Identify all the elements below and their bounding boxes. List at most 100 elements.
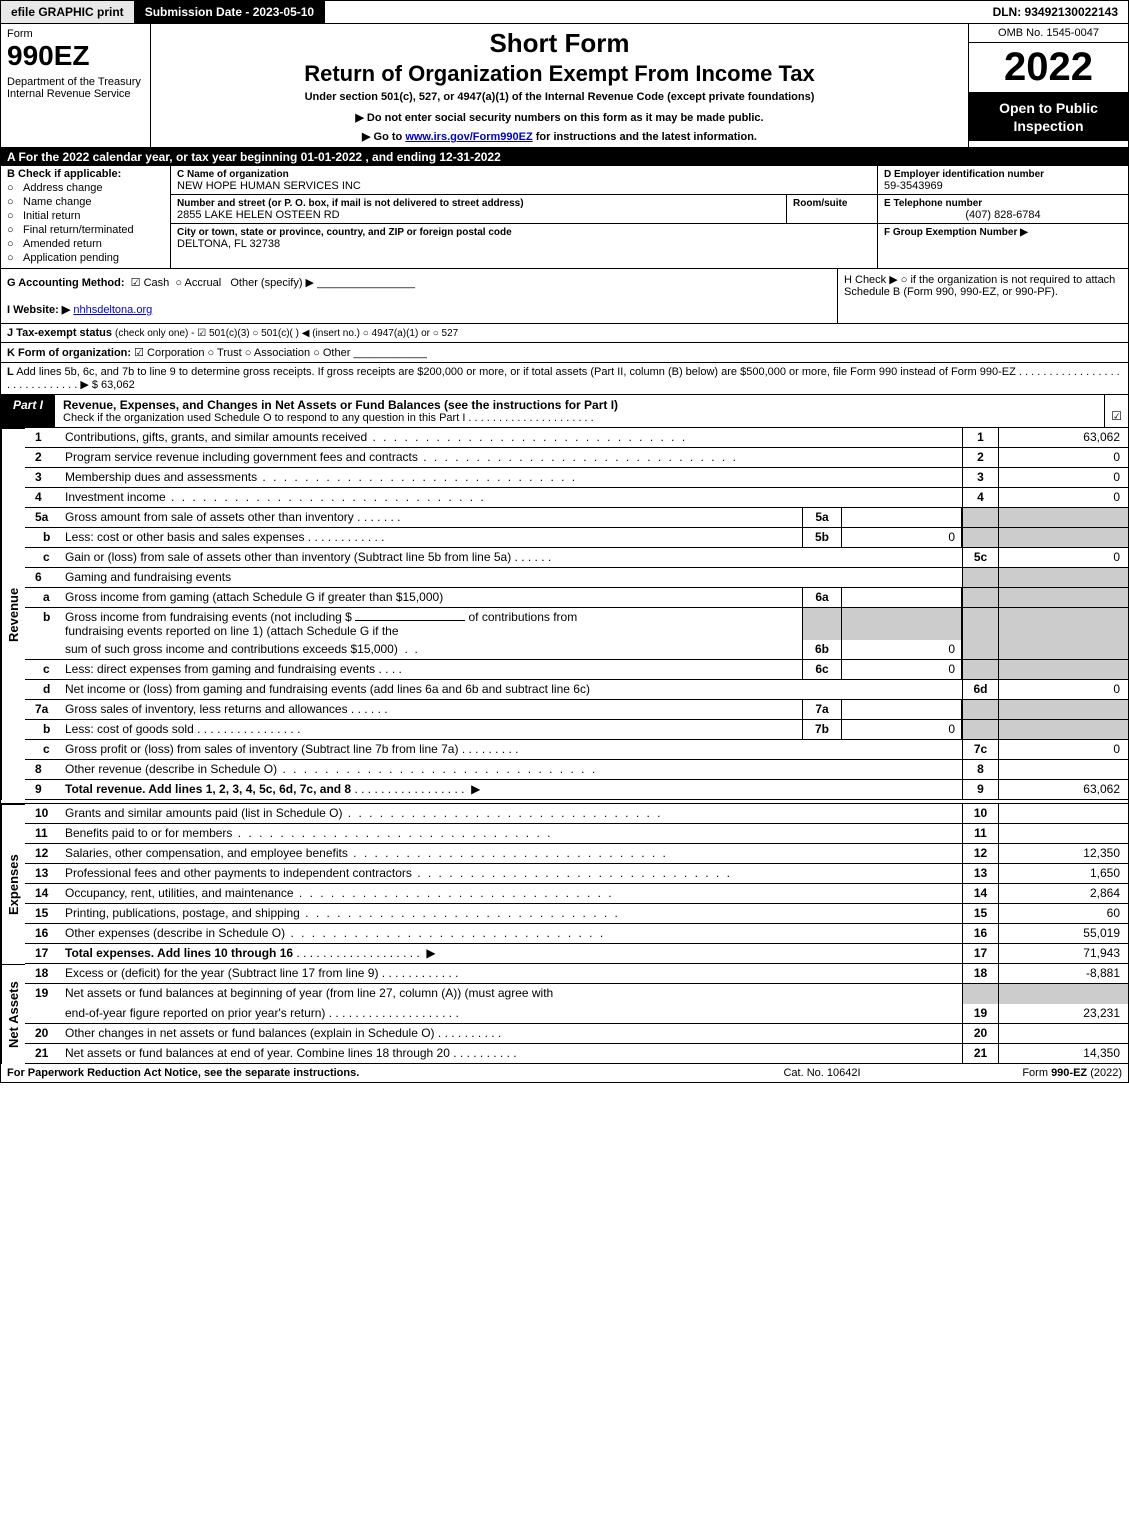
c-city-label: City or town, state or province, country… [177,227,512,238]
section-gi: G Accounting Method: ☑ Cash ○ Accrual Ot… [1,269,838,323]
ln5c-amt: 0 [998,548,1128,567]
ln10-amt [998,804,1128,823]
return-title: Return of Organization Exempt From Incom… [157,61,962,87]
ln7a-text: Gross sales of inventory, less returns a… [61,700,802,719]
revenue-group: Revenue 1 Contributions, gifts, grants, … [1,428,1128,800]
ln7a-inum: 7a [802,700,842,719]
ein: 59-3543969 [884,180,943,192]
ln6a-inum: 6a [802,588,842,607]
goto-instructions: ▶ Go to www.irs.gov/Form990EZ for instru… [157,130,962,143]
ln8-onum: 8 [962,760,998,779]
ln6b-num: b [25,608,61,640]
ln5b-inum: 5b [802,528,842,547]
ln11-onum: 11 [962,824,998,843]
ln5a-iamt [842,508,962,527]
section-k: K Form of organization: ☑ Corporation ○ … [0,343,1129,363]
chk-amended-return[interactable]: Amended return [7,238,164,250]
line-7a: 7a Gross sales of inventory, less return… [25,700,1128,720]
k-label: K Form of organization: [7,347,131,359]
section-e: E Telephone number (407) 828-6784 [878,195,1128,224]
ln10-onum: 10 [962,804,998,823]
ln6a-text: Gross income from gaming (attach Schedul… [61,588,802,607]
g-other[interactable]: Other (specify) ▶ ________________ [224,277,415,289]
part-1-checkbox[interactable]: ☑ [1104,395,1128,427]
ln9-num: 9 [25,780,61,799]
ln18-text: Excess or (deficit) for the year (Subtra… [61,964,962,983]
ln6d-num: d [25,680,61,699]
ln1-onum: 1 [962,428,998,447]
k-options: ☑ Corporation ○ Trust ○ Association ○ Ot… [134,347,350,359]
section-b: B Check if applicable: Address change Na… [1,166,171,268]
ln7b-iamt: 0 [842,720,962,739]
line-16: 16 Other expenses (describe in Schedule … [25,924,1128,944]
ln2-text: Program service revenue including govern… [61,448,962,467]
line-3: 3 Membership dues and assessments 3 0 [25,468,1128,488]
ln13-onum: 13 [962,864,998,883]
ln16-text: Other expenses (describe in Schedule O) [61,924,962,943]
ln6-text: Gaming and fundraising events [61,568,962,587]
ln16-num: 16 [25,924,61,943]
efile-print-button[interactable]: efile GRAPHIC print [1,1,135,23]
footer-bold: 990-EZ [1051,1067,1087,1079]
line-17: 17 Total expenses. Add lines 10 through … [25,944,1128,964]
ln7c-num: c [25,740,61,759]
line-21: 21 Net assets or fund balances at end of… [25,1044,1128,1064]
ln7c-amt: 0 [998,740,1128,759]
section-d: D Employer identification number 59-3543… [878,166,1128,195]
ln6b-text1: Gross income from fundraising events (no… [61,608,802,640]
ln9-amt: 63,062 [998,780,1128,799]
ln5b-text: Less: cost or other basis and sales expe… [61,528,802,547]
ln13-num: 13 [25,864,61,883]
ln7b-num: b [25,720,61,739]
line-19-top: 19 Net assets or fund balances at beginn… [25,984,1128,1004]
c-name-label: C Name of organization [177,169,289,180]
ln6b-inum: 6b [802,640,842,659]
ln8-text: Other revenue (describe in Schedule O) [61,760,962,779]
ln4-amt: 0 [998,488,1128,507]
line-14: 14 Occupancy, rent, utilities, and maint… [25,884,1128,904]
line-6c: c Less: direct expenses from gaming and … [25,660,1128,680]
ln13-amt: 1,650 [998,864,1128,883]
ln6c-num: c [25,660,61,679]
ln12-num: 12 [25,844,61,863]
ln7b-inum: 7b [802,720,842,739]
ln17-text: Total expenses. Add lines 10 through 16 … [61,944,962,963]
chk-name-change[interactable]: Name change [7,196,164,208]
ln14-amt: 2,864 [998,884,1128,903]
line-15: 15 Printing, publications, postage, and … [25,904,1128,924]
line-a: A For the 2022 calendar year, or tax yea… [0,148,1129,166]
form-label: Form [7,28,144,40]
e-label: E Telephone number [884,198,982,209]
ln4-onum: 4 [962,488,998,507]
submission-date: Submission Date - 2023-05-10 [135,1,325,23]
website-link[interactable]: nhhsdeltona.org [73,304,152,316]
ln1-amt: 63,062 [998,428,1128,447]
ln20-text: Other changes in net assets or fund bala… [61,1024,962,1043]
line-8: 8 Other revenue (describe in Schedule O)… [25,760,1128,780]
ln14-onum: 14 [962,884,998,903]
l-label: L [7,366,14,378]
ln19-text-top: Net assets or fund balances at beginning… [61,984,962,1004]
l-amount: 63,062 [101,379,135,391]
c-address: Number and street (or P. O. box, if mail… [171,195,787,223]
irs-link[interactable]: www.irs.gov/Form990EZ [405,131,532,143]
ln3-num: 3 [25,468,61,487]
do-not-enter: ▶ Do not enter social security numbers o… [157,111,962,124]
ln6a-oamt [998,588,1128,607]
g-accrual[interactable]: ○ Accrual [172,277,221,289]
g-cash[interactable]: ☑ Cash [128,277,170,289]
chk-final-return[interactable]: Final return/terminated [7,224,164,236]
chk-application-pending[interactable]: Application pending [7,252,164,264]
ln11-num: 11 [25,824,61,843]
expenses-side-label: Expenses [1,804,25,964]
org-city: DELTONA, FL 32738 [177,238,280,250]
ln12-amt: 12,350 [998,844,1128,863]
section-j: J Tax-exempt status (check only one) - ☑… [0,324,1129,343]
chk-address-change[interactable]: Address change [7,182,164,194]
ln6a-onum [962,588,998,607]
ln14-text: Occupancy, rent, utilities, and maintena… [61,884,962,903]
header-middle: Short Form Return of Organization Exempt… [151,24,968,147]
ln6c-inum: 6c [802,660,842,679]
chk-initial-return[interactable]: Initial return [7,210,164,222]
ln10-text: Grants and similar amounts paid (list in… [61,804,962,823]
